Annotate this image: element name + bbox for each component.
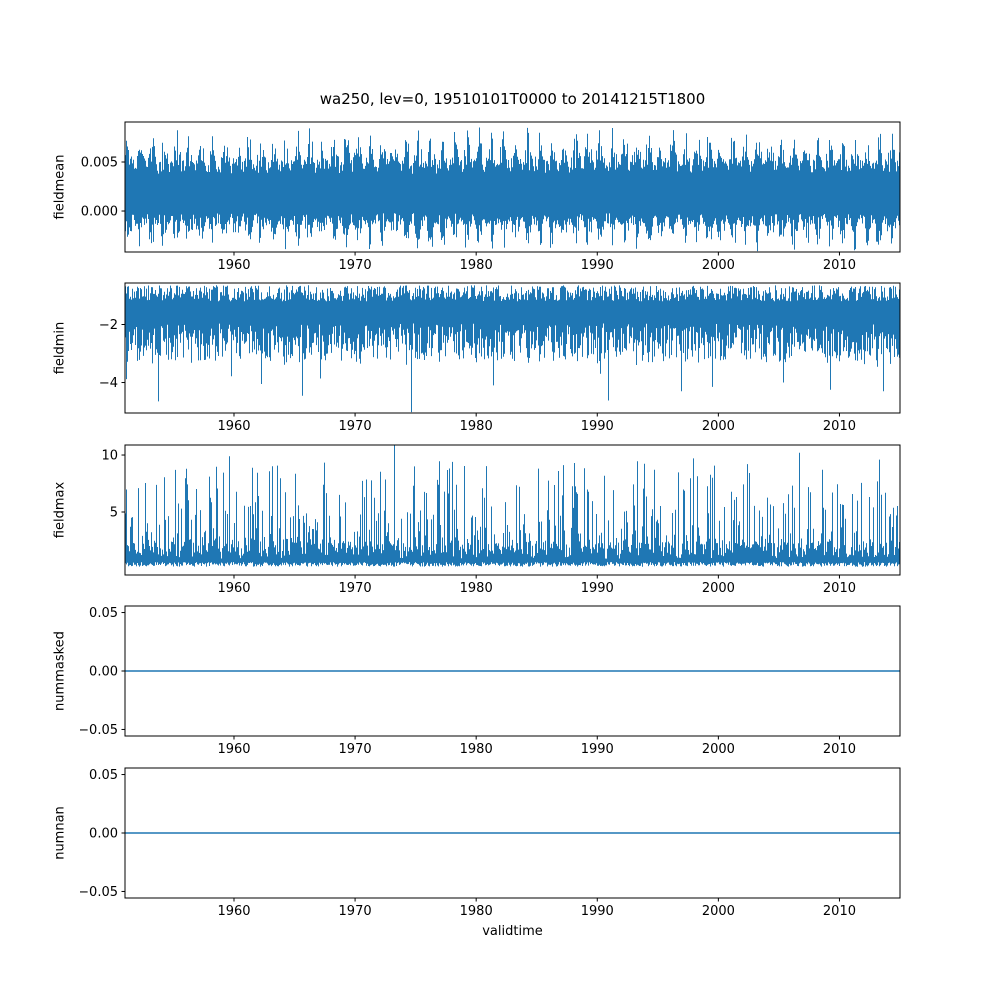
subplot-nummasked: 0.05 0.00 −0.05 1960 1970 1980 1990 2000 2010 bbox=[80, 594, 910, 772]
x-tick-label: 1970 bbox=[339, 258, 372, 273]
x-tick-label: 1970 bbox=[339, 419, 372, 434]
fieldmin-series bbox=[125, 285, 900, 413]
nummasked-plot: 0.05 0.00 −0.05 1960 1970 1980 1990 2000 2010 bbox=[80, 605, 901, 757]
y-tick-label: −0.05 bbox=[80, 723, 118, 738]
x-tick-label: 2010 bbox=[823, 742, 856, 757]
x-tick-label: 2010 bbox=[823, 904, 856, 919]
fieldmean-series bbox=[125, 127, 900, 252]
x-tick-label: 1990 bbox=[581, 742, 614, 757]
y-tick-label: −4 bbox=[99, 376, 118, 391]
x-tick-label: 1970 bbox=[339, 904, 372, 919]
y-axis-label-fieldmax: fieldmax bbox=[52, 481, 68, 539]
x-tick-label: 1990 bbox=[581, 581, 614, 596]
x-tick-label: 2000 bbox=[702, 581, 735, 596]
y-tick-label: −2 bbox=[99, 318, 118, 333]
x-tick-label: 1970 bbox=[339, 581, 372, 596]
x-tick-label: 1960 bbox=[217, 904, 250, 919]
x-tick-label: 1960 bbox=[217, 258, 250, 273]
numnan-plot: 0.05 0.00 −0.05 1960 1970 1980 1990 2000 2010 bbox=[80, 767, 901, 919]
x-tick-label: 1980 bbox=[460, 581, 493, 596]
x-tick-label: 2000 bbox=[702, 904, 735, 919]
x-tick-label: 2000 bbox=[702, 258, 735, 273]
fieldmin-axes-frame bbox=[124, 282, 901, 414]
y-axis-label-fieldmean: fieldmean bbox=[52, 154, 68, 220]
y-tick-label: 0.000 bbox=[81, 205, 118, 220]
x-tick-label: 2010 bbox=[823, 258, 856, 273]
y-axis-label-fieldmin: fieldmin bbox=[52, 321, 68, 375]
x-tick-label: 2010 bbox=[823, 419, 856, 434]
x-tick-label: 1960 bbox=[217, 581, 250, 596]
y-tick-label: −0.05 bbox=[80, 885, 118, 900]
x-tick-label: 2000 bbox=[702, 742, 735, 757]
y-tick-label: 0.05 bbox=[89, 606, 118, 621]
x-tick-label: 1960 bbox=[217, 742, 250, 757]
y-tick-label: 5 bbox=[110, 505, 118, 520]
y-tick-label: 0.05 bbox=[89, 768, 118, 783]
y-tick-label: 0.005 bbox=[81, 156, 118, 171]
fieldmax-axes-frame bbox=[124, 444, 901, 576]
x-tick-label: 1980 bbox=[460, 419, 493, 434]
y-axis-label-nummasked: nummasked bbox=[52, 631, 68, 711]
fieldmax-series bbox=[125, 445, 900, 567]
chart-title: wa250, lev=0, 19510101T0000 to 20141215T… bbox=[319, 90, 706, 108]
x-tick-label: 2010 bbox=[823, 581, 856, 596]
subplot-fieldmean: 0.005 0.000 1960 1970 1980 1990 2000 2010 bbox=[80, 110, 910, 288]
x-axis-label: validtime bbox=[482, 924, 543, 939]
fieldmean-plot: 0.005 0.000 1960 1970 1980 1990 2000 2010 bbox=[81, 121, 901, 273]
x-tick-label: 1980 bbox=[460, 742, 493, 757]
y-axis-label-numnan: numnan bbox=[52, 806, 68, 860]
subplot-fieldmin: −2 −4 1960 1970 1980 1990 2000 2010 bbox=[80, 271, 910, 449]
x-tick-label: 1990 bbox=[581, 904, 614, 919]
subplot-fieldmax: 10 5 1960 1970 1980 1990 2000 2010 bbox=[80, 433, 910, 611]
x-tick-label: 1960 bbox=[217, 419, 250, 434]
x-tick-label: 1980 bbox=[460, 904, 493, 919]
subplot-numnan: 0.05 0.00 −0.05 1960 1970 1980 1990 2000 2010 bbox=[80, 756, 910, 934]
x-tick-label: 1990 bbox=[581, 258, 614, 273]
fieldmax-plot: 10 5 1960 1970 1980 1990 2000 2010 bbox=[101, 444, 901, 596]
y-tick-label: 10 bbox=[101, 449, 118, 464]
x-tick-label: 1970 bbox=[339, 742, 372, 757]
x-tick-label: 2000 bbox=[702, 419, 735, 434]
fieldmin-plot: −2 −4 1960 1970 1980 1990 2000 2010 bbox=[99, 282, 901, 434]
y-tick-label: 0.00 bbox=[89, 827, 118, 842]
y-tick-label: 0.00 bbox=[89, 665, 118, 680]
fieldmean-axes-frame bbox=[124, 121, 901, 253]
x-tick-label: 1990 bbox=[581, 419, 614, 434]
x-tick-label: 1980 bbox=[460, 258, 493, 273]
